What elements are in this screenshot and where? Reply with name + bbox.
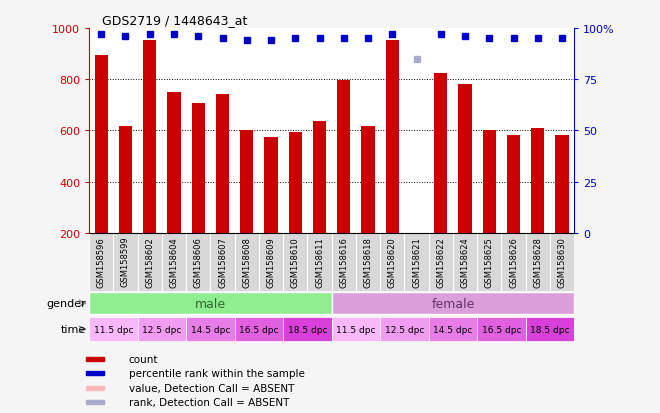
Bar [119,126,132,233]
Bar [138,317,186,342]
Text: GSM158602: GSM158602 [145,236,154,287]
Text: GSM158596: GSM158596 [97,236,106,287]
Text: GSM158624: GSM158624 [461,236,469,287]
Text: 12.5 dpc: 12.5 dpc [142,325,182,334]
Text: gender: gender [46,299,86,309]
Text: 12.5 dpc: 12.5 dpc [385,325,424,334]
Bar [240,131,253,233]
Bar [332,317,380,342]
Text: male: male [195,297,226,310]
Bar [380,317,429,342]
Bar [332,292,574,315]
Bar [191,104,205,233]
Text: GSM158599: GSM158599 [121,236,130,287]
Bar [477,317,526,342]
Bar [283,317,332,342]
Bar [86,386,104,390]
Bar [186,317,235,342]
Bar [526,317,574,342]
Bar [86,371,104,375]
Text: GSM158626: GSM158626 [509,236,518,287]
Text: GSM158610: GSM158610 [291,236,300,287]
Bar [216,95,229,233]
Bar [362,126,375,233]
Bar [89,292,332,315]
Text: GSM158621: GSM158621 [412,236,421,287]
Text: count: count [129,354,158,364]
Text: 14.5 dpc: 14.5 dpc [191,325,230,334]
Text: 11.5 dpc: 11.5 dpc [94,325,133,334]
Text: GSM158609: GSM158609 [267,236,275,287]
Bar [459,85,472,233]
Bar [143,41,156,233]
Text: 18.5 dpc: 18.5 dpc [530,325,570,334]
Text: rank, Detection Call = ABSENT: rank, Detection Call = ABSENT [129,397,289,407]
Text: GSM158608: GSM158608 [242,236,251,287]
Text: GSM158607: GSM158607 [218,236,227,287]
Text: GSM158604: GSM158604 [170,236,178,287]
Bar [434,74,447,233]
Text: 14.5 dpc: 14.5 dpc [433,325,473,334]
Text: GSM158616: GSM158616 [339,236,348,287]
Bar [86,401,104,404]
Bar [531,129,544,233]
Text: female: female [431,297,475,310]
Bar [288,133,302,233]
Text: 16.5 dpc: 16.5 dpc [482,325,521,334]
Bar [89,317,138,342]
Bar [265,138,278,233]
Text: GSM158618: GSM158618 [364,236,372,287]
Text: percentile rank within the sample: percentile rank within the sample [129,368,305,378]
Text: GSM158625: GSM158625 [485,236,494,287]
Text: GSM158620: GSM158620 [388,236,397,287]
Bar [385,41,399,233]
Text: time: time [61,324,86,335]
Text: GSM158622: GSM158622 [436,236,446,287]
Bar [429,317,477,342]
Bar [86,357,104,361]
Text: GSM158630: GSM158630 [558,236,566,287]
Text: value, Detection Call = ABSENT: value, Detection Call = ABSENT [129,383,294,393]
Bar [94,56,108,233]
Bar [482,131,496,233]
Text: GSM158606: GSM158606 [194,236,203,287]
Text: GSM158628: GSM158628 [533,236,543,287]
Text: 18.5 dpc: 18.5 dpc [288,325,327,334]
Bar [337,81,350,233]
Text: GSM158611: GSM158611 [315,236,324,287]
Bar [556,136,569,233]
Text: GDS2719 / 1448643_at: GDS2719 / 1448643_at [102,14,248,27]
Bar [168,93,181,233]
Bar [507,136,520,233]
Text: 11.5 dpc: 11.5 dpc [336,325,376,334]
Text: 16.5 dpc: 16.5 dpc [239,325,279,334]
Bar [235,317,283,342]
Bar [313,121,326,233]
